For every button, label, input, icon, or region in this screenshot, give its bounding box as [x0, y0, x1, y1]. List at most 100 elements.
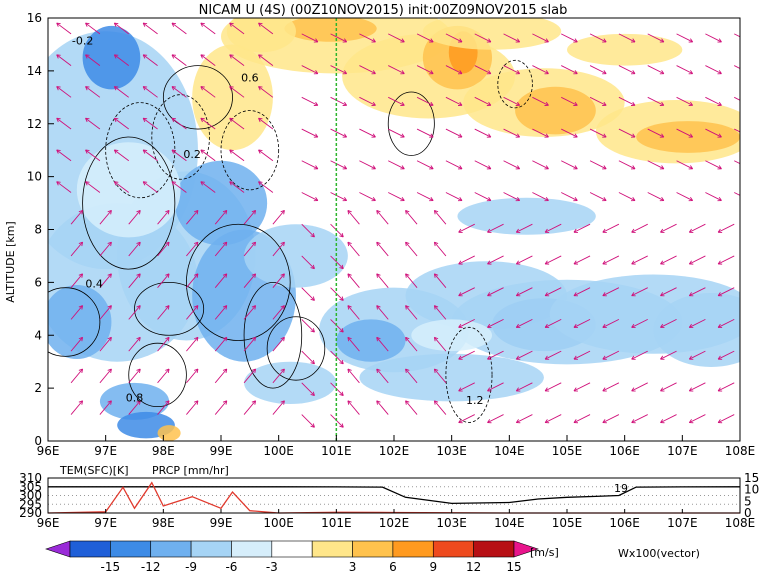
- wind-vector: [229, 86, 245, 98]
- surface-panel: TEM(SFC)[K] PRCP [mm/hr] 19 96E 97E 98E 99E…: [19, 464, 759, 530]
- wind-vector-head: [602, 260, 607, 265]
- wind-vector-head: [376, 336, 381, 342]
- wind-vector-head: [631, 323, 636, 329]
- wind-vector: [128, 210, 141, 225]
- wind-vector: [301, 255, 315, 269]
- wind-vector: [458, 255, 475, 265]
- wind-vector: [229, 181, 245, 193]
- wind-vector: [157, 241, 170, 257]
- wind-vector: [660, 255, 677, 265]
- wind-vector-head: [405, 209, 410, 215]
- wind-vector-head: [376, 241, 381, 247]
- wind-vector-head: [136, 400, 141, 405]
- wind-vector-head: [56, 22, 61, 27]
- wind-vector-head: [717, 165, 722, 170]
- wind-vector-head: [229, 54, 234, 59]
- wind-vector: [474, 160, 492, 170]
- wind-vector: [474, 96, 492, 106]
- wind-vector: [589, 96, 607, 106]
- wind-vector: [200, 181, 216, 193]
- wind-vector-head: [486, 133, 492, 138]
- wind-vector-head: [630, 196, 636, 202]
- wind-vector-head: [258, 86, 263, 91]
- wind-vector: [405, 336, 418, 352]
- wind-shade-patch: [174, 160, 268, 246]
- wind-vector-head: [660, 355, 665, 360]
- wind-vector-head: [339, 359, 344, 365]
- wind-vector-head: [194, 273, 199, 278]
- wind-vector-head: [688, 101, 694, 106]
- wind-vector: [56, 22, 72, 35]
- wind-vector-head: [342, 196, 348, 202]
- wind-vector: [243, 336, 256, 352]
- wind-vector: [243, 273, 256, 288]
- wind-vector: [503, 65, 520, 75]
- wind-vector: [359, 128, 376, 138]
- wind-vector: [405, 273, 418, 288]
- wind-vector: [705, 128, 722, 138]
- wind-vector-head: [688, 260, 694, 265]
- wind-vector: [128, 400, 141, 415]
- wind-vector-head: [458, 355, 463, 360]
- surface-x-tick-label: 107E: [667, 516, 698, 530]
- wind-vector-head: [573, 196, 578, 202]
- wind-vector: [186, 336, 199, 352]
- wind-shade-patch: [411, 319, 493, 352]
- wind-vector-head: [339, 296, 344, 301]
- wind-vector: [434, 305, 447, 320]
- wind-vector-head: [339, 391, 344, 396]
- wind-vector-head: [371, 196, 376, 202]
- contour-line: [387, 91, 435, 156]
- wind-vector: [229, 149, 245, 162]
- wind-vector-head: [457, 133, 463, 138]
- wind-vector: [388, 96, 405, 106]
- wind-vector: [186, 400, 199, 415]
- wind-vector-head: [165, 273, 170, 278]
- wind-vector-head: [313, 196, 319, 202]
- wind-vector-head: [405, 368, 410, 374]
- y-tick-label: 0: [34, 434, 42, 448]
- wind-vector: [676, 160, 693, 170]
- wind-vector-head: [280, 368, 285, 374]
- wind-vector: [618, 33, 636, 43]
- wind-vector: [647, 192, 665, 201]
- wind-vector: [573, 223, 591, 233]
- wind-vector: [487, 318, 504, 328]
- wind-vector-head: [487, 419, 492, 424]
- wind-vector: [676, 128, 693, 138]
- wind-vector-head: [78, 400, 84, 405]
- wind-vector-head: [113, 117, 119, 123]
- wind-vector-head: [142, 181, 148, 186]
- wind-vector-head: [85, 149, 90, 154]
- wind-vector: [128, 336, 141, 352]
- wind-vector: [503, 128, 520, 138]
- wind-vector: [618, 65, 636, 75]
- surface-x-tick-label: 101E: [321, 516, 352, 530]
- wind-vector: [618, 160, 636, 170]
- wind-vector: [544, 223, 562, 233]
- wind-vector: [503, 96, 520, 106]
- wind-vector-head: [222, 273, 228, 278]
- colorbar-label: 15: [506, 560, 521, 574]
- wind-vector-head: [310, 359, 315, 365]
- wind-vector: [301, 414, 315, 428]
- wind-vector: [589, 65, 607, 75]
- wind-vector-head: [660, 387, 665, 392]
- wind-vector-head: [171, 149, 177, 154]
- wind-vector: [301, 192, 319, 201]
- wind-vector: [171, 117, 187, 130]
- wind-vector: [602, 287, 620, 297]
- x-tick-label: 98E: [152, 444, 175, 458]
- x-tick-label: 101E: [321, 444, 352, 458]
- wind-vector-head: [136, 273, 141, 278]
- wind-vector: [376, 305, 389, 320]
- wind-vector: [705, 192, 722, 201]
- wind-vector-head: [515, 38, 521, 43]
- wind-vector: [171, 54, 187, 66]
- wind-vector-head: [200, 117, 205, 123]
- wind-vector-head: [487, 260, 492, 265]
- wind-vector-head: [171, 22, 177, 27]
- wind-vector: [330, 255, 344, 269]
- x-tick-label: 97E: [94, 444, 117, 458]
- wind-vector: [734, 192, 740, 196]
